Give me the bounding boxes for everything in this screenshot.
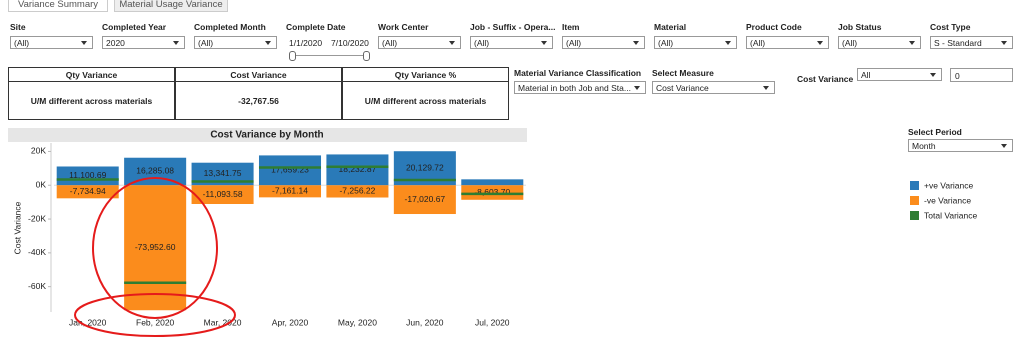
- kpi-header: Cost Variance: [175, 67, 342, 82]
- date-from: 1/1/2020: [289, 38, 323, 48]
- bar: [393, 185, 456, 215]
- legend-label: +ve Variance: [924, 180, 973, 190]
- x-tick-label: Jun, 2020: [406, 317, 444, 327]
- control-label: Cost Variance: [797, 74, 854, 84]
- x-tick-label: May, 2020: [338, 317, 377, 327]
- control-label: Material Variance Classification: [514, 68, 642, 78]
- control-dropdown[interactable]: All: [857, 68, 942, 81]
- legend-swatch: [910, 181, 919, 190]
- filter-dropdown[interactable]: S - Standard: [930, 36, 1013, 49]
- x-tick-label: Feb, 2020: [136, 317, 175, 327]
- legend-label: Total Variance: [924, 210, 978, 220]
- bar: [56, 185, 119, 199]
- annotation-circle: [74, 293, 236, 337]
- chart-title: Cost Variance by Month: [210, 130, 323, 141]
- kpi-header: Qty Variance %: [342, 67, 509, 82]
- control-dropdown[interactable]: Material in both Job and Sta...: [514, 81, 646, 94]
- bar: [191, 185, 254, 204]
- tab[interactable]: Material Usage Variance: [114, 0, 228, 12]
- tab[interactable]: Variance Summary: [8, 0, 108, 12]
- filter-label: Completed Year: [102, 22, 167, 32]
- kpi-header: Qty Variance: [8, 67, 175, 82]
- y-tick-label: -60K: [28, 281, 46, 291]
- control-label: Select Measure: [652, 68, 714, 78]
- bar: [191, 162, 254, 186]
- data-label: 13,341.75: [204, 168, 242, 178]
- data-label: -11,093.58: [203, 189, 243, 199]
- filter-label: Material: [654, 22, 687, 32]
- control-dropdown[interactable]: Cost Variance: [652, 81, 775, 94]
- filter-label: Cost Type: [930, 22, 971, 32]
- data-label: -7,734.94: [70, 186, 106, 196]
- x-tick-label: Mar, 2020: [204, 317, 242, 327]
- period-label: Select Period: [908, 127, 962, 137]
- filter-dropdown[interactable]: (All): [838, 36, 921, 49]
- data-label: -73,952.60: [135, 242, 176, 252]
- x-tick-label: Jan, 2020: [69, 317, 107, 327]
- y-axis-title: Cost Variance: [12, 201, 22, 254]
- data-label: 18,232.87: [339, 164, 377, 174]
- data-label: 11,100.69: [69, 170, 106, 180]
- x-tick-label: Jul, 2020: [475, 317, 510, 327]
- filter-label: Job Status: [838, 22, 882, 32]
- bar: [461, 185, 524, 200]
- bar: [326, 185, 389, 198]
- filter-dropdown[interactable]: (All): [746, 36, 829, 49]
- data-label: -7,256.22: [339, 186, 375, 196]
- filter-dropdown[interactable]: (All): [470, 36, 553, 49]
- kpi-value: -32,767.56: [175, 81, 342, 120]
- filter-label: Job - Suffix - Opera...: [470, 22, 556, 32]
- slider-track: [292, 55, 366, 56]
- slider-handle[interactable]: [363, 51, 370, 61]
- kpi-value: U/M different across materials: [342, 81, 509, 120]
- filter-dropdown[interactable]: (All): [194, 36, 277, 49]
- legend-swatch: [910, 211, 919, 220]
- filter-label: Site: [10, 22, 26, 32]
- filter-dropdown[interactable]: (All): [10, 36, 93, 49]
- bar: [258, 185, 322, 198]
- data-label: -17,020.67: [405, 194, 446, 204]
- filter-label: Item: [562, 22, 580, 32]
- control-input[interactable]: 0: [950, 68, 1013, 82]
- x-tick-label: Apr, 2020: [272, 317, 309, 327]
- date-to: 7/10/2020: [331, 38, 369, 48]
- y-tick-label: -20K: [28, 213, 46, 223]
- y-tick-label: 20K: [31, 146, 46, 156]
- data-label: 16,285.08: [136, 166, 174, 176]
- annotation-circle: [92, 177, 218, 319]
- bar: [461, 179, 524, 186]
- legend-label: -ve Variance: [924, 195, 971, 205]
- chart-title-bar: [8, 128, 527, 142]
- data-label: 17,659.23: [271, 165, 309, 175]
- bar: [124, 185, 187, 311]
- bar: [258, 155, 322, 186]
- filter-dropdown[interactable]: 2020: [102, 36, 185, 49]
- filter-dropdown[interactable]: (All): [562, 36, 645, 49]
- legend-swatch: [910, 196, 919, 205]
- y-tick-label: -40K: [28, 247, 46, 257]
- filter-label: Work Center: [378, 22, 429, 32]
- data-label: 20,129.72: [406, 162, 444, 172]
- filter-label: Complete Date: [286, 22, 346, 32]
- y-tick-label: 0K: [36, 180, 47, 190]
- filter-label: Completed Month: [194, 22, 266, 32]
- slider-handle[interactable]: [289, 51, 296, 61]
- filter-label: Product Code: [746, 22, 802, 32]
- period-dropdown[interactable]: Month: [908, 139, 1013, 152]
- bar: [326, 154, 389, 186]
- filter-dropdown[interactable]: (All): [654, 36, 737, 49]
- data-label: -7,161.14: [272, 186, 308, 196]
- data-label: -8,603.70: [474, 187, 510, 197]
- filter-dropdown[interactable]: (All): [378, 36, 461, 49]
- kpi-value: U/M different across materials: [8, 81, 175, 120]
